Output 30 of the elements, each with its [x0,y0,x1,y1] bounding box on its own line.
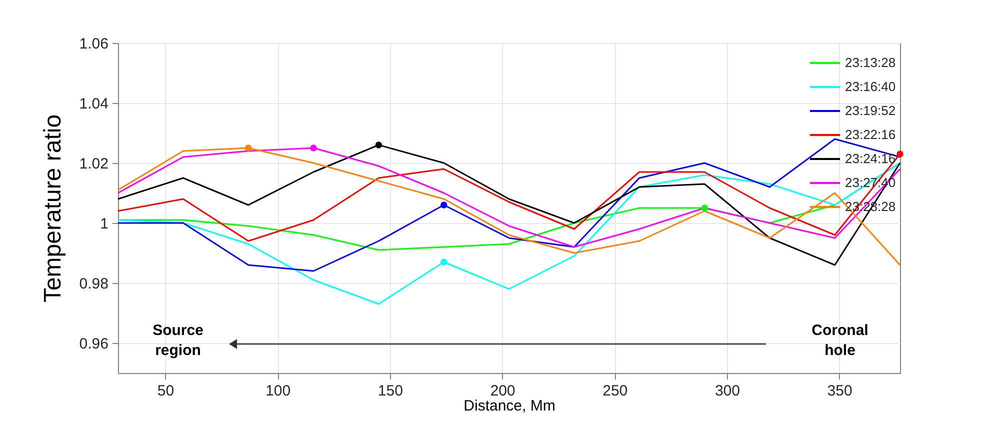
x-tick-label: 250 [602,382,628,400]
point [310,144,317,152]
x-tick-label: 150 [378,382,403,400]
y-axis-title: Temperature ratio [39,114,66,303]
point [440,258,448,266]
x-tick-label: 350 [827,382,852,400]
x-tick-label: 300 [714,382,740,400]
x-axis-title: Distance, Mm [464,398,556,414]
line-series [117,162,901,305]
legend-label: 23:19:52 [845,103,896,118]
y-tick-label: 1 [100,216,108,232]
annotation: Coronal hole [812,322,868,359]
y-tick-label: 0.98 [79,276,108,292]
y-tick-label: 0.96 [79,336,108,352]
y-tick-label: 1.02 [79,156,108,172]
y-tick-label: 1.06 [79,36,108,52]
legend-label: 23:22:16 [845,127,896,142]
x-tick-label: 50 [157,382,174,400]
y-tick-label: 1.04 [79,96,108,112]
legend-label: 23:24:16 [845,151,896,166]
point [244,144,252,152]
point [375,142,382,148]
legend-label: 23:13:28 [845,55,896,70]
legend-label: 23:16:40 [845,79,896,94]
annotation: Source region [152,322,204,359]
x-tick-label: 100 [266,382,291,400]
point [440,202,448,208]
x-tick-label: 200 [490,382,516,400]
point [701,204,708,212]
point [896,150,904,158]
